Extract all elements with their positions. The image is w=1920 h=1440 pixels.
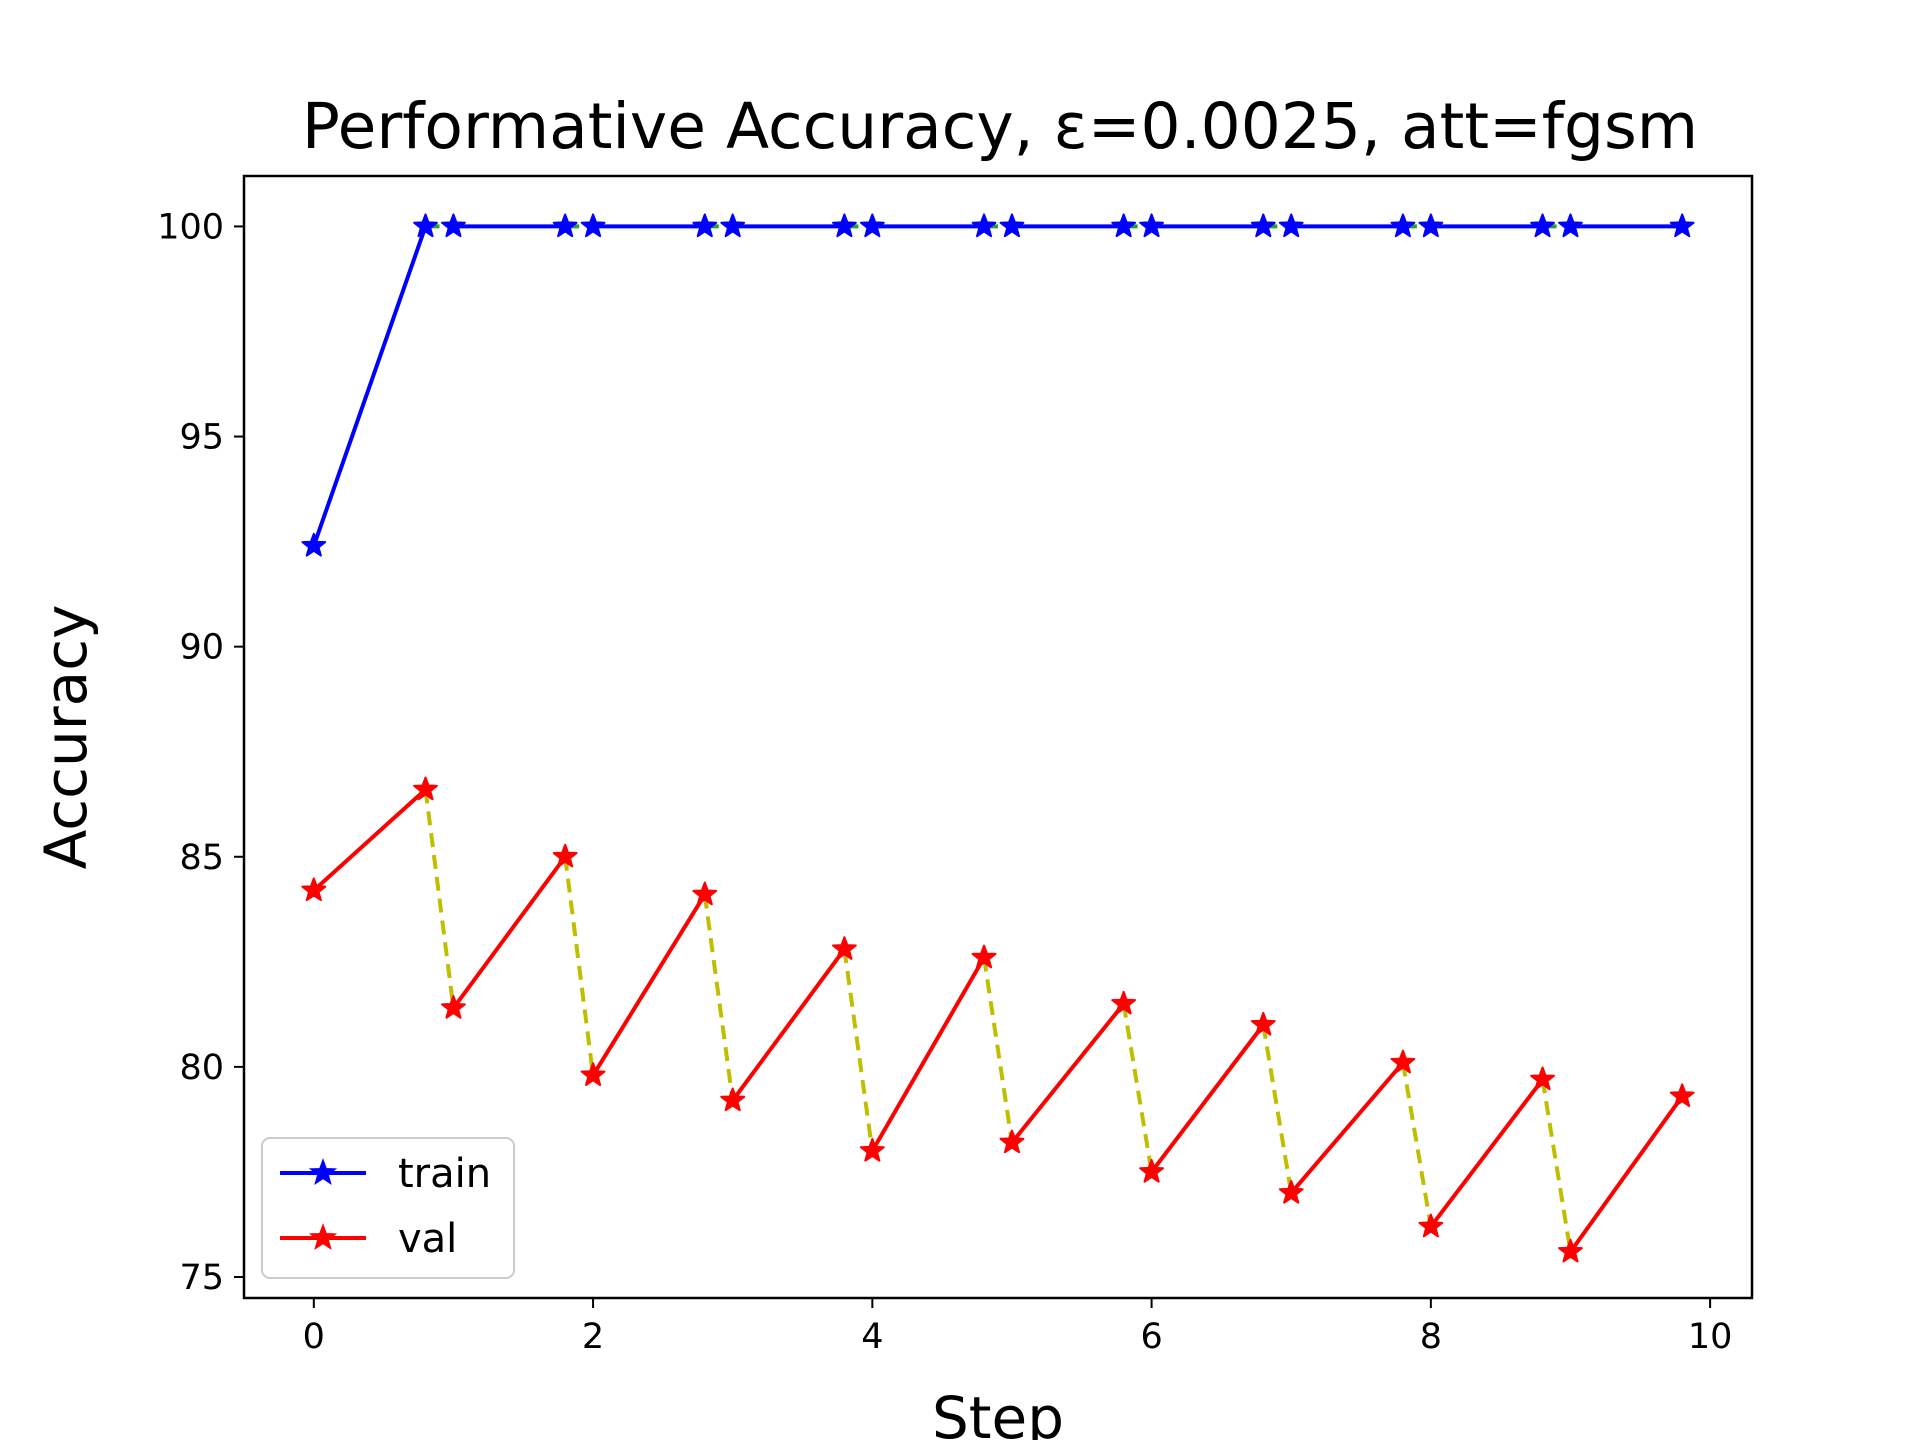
legend-train-label: train [398, 1151, 491, 1197]
val-shift-segment [982, 957, 1014, 1143]
val-shift-segment [1121, 1003, 1154, 1173]
val-data-point [1558, 1238, 1583, 1263]
train-data-point [441, 213, 466, 238]
val-data-point [859, 1137, 885, 1162]
val-data-point [552, 843, 578, 868]
train-data-point [720, 213, 746, 238]
val-data-point [1669, 1083, 1695, 1107]
val-shift-segment [842, 948, 875, 1152]
val-data-point [1390, 1049, 1416, 1074]
train-data-point [1669, 213, 1695, 238]
train-data-point [1250, 213, 1276, 238]
val-data-point [1530, 1066, 1555, 1091]
x-axis-label: Step [932, 1384, 1064, 1440]
chart-title: Performative Accuracy, ε=0.0025, att=fgs… [302, 90, 1698, 163]
x-tick-label: 0 [303, 1317, 325, 1357]
val-data-point [971, 944, 997, 969]
y-tick-label: 95 [179, 418, 224, 458]
y-tick-label: 80 [179, 1048, 224, 1088]
train-data-point [1111, 213, 1137, 238]
train-data-point [413, 213, 438, 238]
train-line-segment [311, 224, 428, 548]
chart-lines [311, 224, 1685, 1254]
val-line-segment [451, 854, 568, 1011]
legend-train-marker [308, 1158, 338, 1186]
val-line-segment [730, 947, 847, 1103]
val-line-segment [870, 955, 987, 1153]
x-tick-label: 8 [1420, 1317, 1442, 1357]
val-data-point [1250, 1011, 1276, 1036]
val-data-point [692, 881, 718, 906]
x-tick-label: 10 [1688, 1317, 1733, 1357]
val-line-segment [1009, 1001, 1126, 1145]
val-data-point [441, 995, 466, 1019]
val-shift-segment [702, 894, 735, 1101]
val-data-point [1278, 1179, 1304, 1204]
val-data-point [413, 776, 438, 801]
val-data-point [720, 1087, 746, 1112]
val-shift-segment [563, 856, 596, 1076]
y-tick-label: 100 [157, 207, 224, 247]
train-data-point [1278, 213, 1304, 238]
chart-axes-ticks: 0 2 4 6 8 10 75 80 85 90 95 100 [157, 207, 1732, 1357]
x-tick-label: 6 [1140, 1317, 1162, 1357]
val-line-segment [311, 787, 428, 893]
val-data-point [580, 1062, 606, 1086]
y-tick-label: 90 [179, 628, 224, 668]
train-data-point [1418, 213, 1444, 238]
val-shift-segment [1261, 1024, 1294, 1194]
y-tick-label: 75 [179, 1258, 224, 1298]
legend-val-marker [308, 1223, 338, 1251]
val-line-segment [1428, 1077, 1545, 1229]
train-data-point [580, 213, 606, 238]
plot-area-frame [242, 174, 1754, 1300]
val-data-point [1139, 1158, 1165, 1183]
train-data-point [301, 532, 327, 557]
val-shift-segment [1540, 1079, 1573, 1253]
val-data-point [1418, 1213, 1444, 1238]
train-data-point [971, 213, 997, 238]
x-tick-label: 2 [582, 1317, 604, 1357]
val-line-segment [1568, 1094, 1685, 1254]
chart-markers [301, 213, 1695, 1263]
y-tick-label: 85 [179, 838, 224, 878]
val-line-segment [591, 892, 707, 1078]
val-shift-segment [423, 789, 456, 1009]
train-data-point [1139, 213, 1165, 238]
x-tick-label: 4 [861, 1317, 883, 1357]
y-axis-label: Accuracy [32, 605, 100, 870]
train-data-point [999, 213, 1025, 238]
train-data-point [1558, 213, 1583, 238]
val-data-point [1111, 990, 1137, 1015]
legend-val-label: val [398, 1216, 457, 1262]
val-data-point [301, 877, 327, 902]
val-data-point [999, 1129, 1025, 1154]
legend: train val [261, 1137, 515, 1279]
train-data-point [831, 213, 857, 238]
train-data-point [1530, 213, 1555, 238]
train-data-point [1390, 213, 1416, 238]
val-line-segment [1149, 1022, 1266, 1174]
train-data-point [552, 213, 578, 238]
val-line-segment [1289, 1060, 1405, 1195]
val-data-point [831, 936, 857, 960]
train-data-point [692, 213, 718, 238]
train-data-point [859, 213, 885, 238]
val-shift-segment [1400, 1062, 1433, 1227]
